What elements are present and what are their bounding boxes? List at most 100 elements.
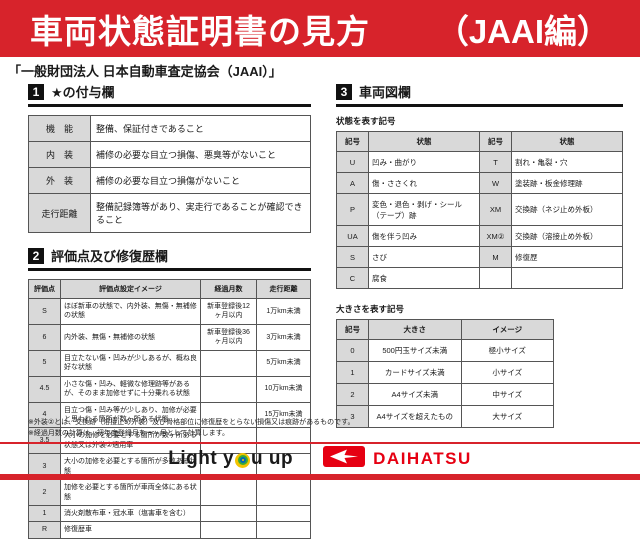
grade-mileage: 5万km未満 [256,349,311,377]
right-column: 3 車両図欄 状態を表す記号 記号 状態 記号 状態 U 凹み・曲がり T 割れ… [336,82,623,428]
grade-months [200,427,257,455]
table-row: 4.5 小さな傷・凹み、軽微な修理跡等があるが、そのまま加修せずに十分乗れる状態… [28,375,311,403]
symbol-cell [479,267,512,289]
table-row: 1 カードサイズ未満 小サイズ [336,361,554,384]
size-cell: A4サイズ未満 [368,383,462,406]
grade-months [200,504,257,523]
daihatsu-wordmark: DAIHATSU [373,449,472,468]
criteria-desc: 整備、保証付きであること [90,115,311,142]
target-ring-icon [235,452,251,468]
bottom-red-bar [0,474,640,480]
symbol-cell: XM② [479,225,512,247]
grade-months: 新車登録後36ヶ月以内 [200,323,257,351]
size-symbols-caption: 大きさを表す記号 [336,304,405,314]
symbol-cell: 2 [336,383,369,406]
criteria-desc: 補修の必要な目立つ損傷、悪臭等がないこと [90,141,311,168]
table-header-row: 評価点 評価点設定イメージ 経過月数 走行距離 [28,279,311,299]
star-criteria-table: 機 能 整備、保証付きであること 内 装 補修の必要な目立つ損傷、悪臭等がないこ… [28,115,311,233]
slogan-text: Light y [168,448,235,469]
page-header: 車両状態証明書の見方 （JAAI編） [0,0,640,57]
footnotes: ※外装②とは、交換跡（溶接止め外装）及び骨格部位に修復歴をとらない損傷又は痕跡が… [28,418,354,439]
grade-desc: 目立たない傷・凹みが少しあるが、概ね良好な状態 [60,349,201,377]
symbol-cell: 0 [336,339,369,362]
symbol-cell: P [336,193,369,226]
section3-header: 3 車両図欄 [336,82,623,107]
symbol-cell: U [336,151,369,173]
criteria-desc: 整備記録簿等があり、実走行であることが確認できること [90,193,311,233]
size-symbols-table: 記号 大きさ イメージ 0 500円玉サイズ未満 極小サイズ 1 カードサイズ未… [336,319,554,428]
table-row: U 凹み・曲がり T 割れ・亀裂・穴 [336,151,623,173]
grade-desc: 加修を必要とする箇所が車両全体にある状態 [60,479,201,506]
symbol-cell: 3 [336,405,369,428]
grade-mileage [256,521,311,539]
daihatsu-logo: DAIHATSU [323,446,472,472]
image-cell: 小サイズ [460,361,554,384]
table-row: 機 能 整備、保証付きであること [28,115,311,142]
section1-header: 1 ★の付与欄 [28,82,311,107]
col-header-desc: 評価点設定イメージ [60,279,201,299]
col-header-image: イメージ [460,319,554,340]
table-row: 6 内外装、無傷・無補修の状態 新車登録後36ヶ月以内 3万km未満 [28,323,311,351]
table-row: 2 加修を必要とする箇所が車両全体にある状態 [28,479,311,506]
state-cell: 修復歴 [511,246,623,268]
table-row: R 修復歴車 [28,521,311,539]
table-row: 3 A4サイズを超えたもの 大サイズ [336,405,554,428]
symbol-cell: 1 [336,361,369,384]
col-header-state: 状態 [368,131,480,152]
state-cell: 変色・退色・剥げ・シール（テープ）跡 [368,193,480,226]
state-cell: 交換跡（溶接止め外板） [511,225,623,247]
table-row: C 腐食 [336,267,623,289]
table-header-row: 記号 状態 記号 状態 [336,131,623,152]
symbol-cell: T [479,151,512,173]
section2-title: 評価点及び修復歴欄 [51,249,169,264]
section3-title: 車両図欄 [359,85,412,100]
symbol-cell: M [479,246,512,268]
grade-months [200,521,257,539]
table-row: S さび M 修復歴 [336,246,623,268]
grade-desc: 小さな傷・凹み、軽微な修理跡等があるが、そのまま加修せずに十分乗れる状態 [60,375,201,403]
table-row: 2 A4サイズ未満 中サイズ [336,383,554,406]
daihatsu-d-mark-icon [323,446,366,472]
grade-mileage: 3万km未満 [256,323,311,351]
symbol-cell: XM [479,193,512,226]
criteria-label: 外 装 [28,167,91,194]
footnote-line: ※外装②とは、交換跡（溶接止め外装）及び骨格部位に修復歴をとらない損傷又は痕跡が… [28,419,355,426]
grade-score: 1 [28,504,61,523]
col-header-symbol: 記号 [479,131,512,152]
image-cell: 中サイズ [460,383,554,406]
section2-header: 2 評価点及び修復歴欄 [28,246,311,271]
grade-months [200,479,257,506]
grade-desc: 目立つ傷・凹み等が少しあり、加修が必要と思われる箇所が数ヶ所ある状態 [60,401,201,429]
image-cell: 大サイズ [460,405,554,428]
footnote-line: ※経過月数の計算は、初年度登録月を一ヶ月として計算します。 [28,429,229,437]
state-symbols-caption: 状態を表す記号 [336,116,396,126]
criteria-label: 機 能 [28,115,91,142]
col-header-score: 評価点 [28,279,61,299]
symbol-cell: S [336,246,369,268]
grade-score: S [28,298,61,325]
state-cell: 凹み・曲がり [368,151,480,173]
symbol-cell: UA [336,225,369,247]
grade-desc: 内外装、無傷・無補修の状態 [60,323,201,351]
state-cell: 塗装跡・板金修理跡 [511,172,623,194]
table-row: P 変色・退色・剥げ・シール（テープ）跡 XM 交換跡（ネジ止め外板） [336,193,623,226]
table-row: S ほぼ新車の状態で、内外装、無傷・無補修の状態 新車登録後12ヶ月以内 1万k… [28,298,311,325]
section2-number-badge: 2 [28,247,44,264]
grade-score: 4 [28,401,61,429]
grade-score: 5 [28,349,61,377]
grade-mileage [256,504,311,523]
table-row: 1 消火剤散布車・冠水車（塩害車を含む） [28,504,311,523]
col-header-mileage: 走行距離 [256,279,311,299]
left-column: 1 ★の付与欄 機 能 整備、保証付きであること 内 装 補修の必要な目立つ損傷… [28,82,311,539]
grade-desc: 大小の加修を必要とする箇所が数ヶ所ある状態又は外装②適用車 [60,427,201,455]
col-header-symbol: 記号 [336,131,369,152]
symbol-cell: A [336,172,369,194]
state-cell: 割れ・亀裂・穴 [511,151,623,173]
grade-desc: 修復歴車 [60,521,201,539]
state-cell [511,267,623,289]
section1-title: ★の付与欄 [51,85,115,100]
state-cell: さび [368,246,480,268]
col-header-size: 大きさ [368,319,462,340]
grade-mileage: 10万km未満 [256,375,311,403]
footer: Light y u up DAIHATSU [0,444,640,474]
